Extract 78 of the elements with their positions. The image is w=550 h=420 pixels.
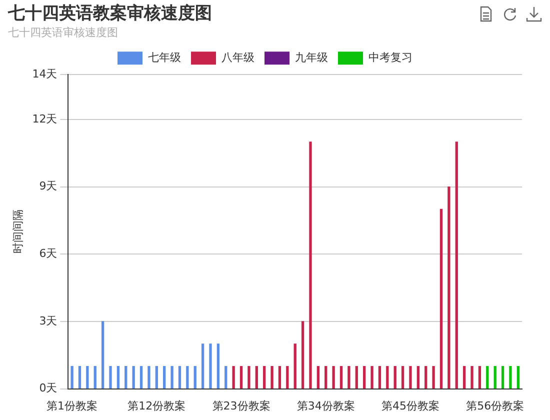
y-tick-label: 3天 — [39, 314, 58, 328]
bar — [478, 366, 482, 389]
bar — [370, 366, 374, 389]
bar — [209, 344, 212, 389]
legend-label: 七年级 — [148, 50, 181, 64]
y-axis-title: 时间间隔 — [11, 210, 24, 254]
legend-label: 八年级 — [222, 50, 254, 64]
bar — [340, 366, 343, 389]
bar — [224, 366, 228, 389]
bar — [416, 366, 420, 389]
y-tick-label: 14天 — [32, 67, 58, 80]
bar — [494, 366, 496, 389]
bar — [116, 366, 120, 389]
bar — [140, 366, 143, 389]
y-tick-label: 12天 — [32, 112, 58, 126]
bar — [278, 366, 282, 389]
bar — [301, 321, 304, 389]
bar — [348, 366, 350, 389]
bar — [240, 366, 243, 389]
bar — [155, 366, 158, 389]
bar — [255, 366, 258, 389]
legend-label: 九年级 — [295, 50, 328, 64]
bar — [448, 186, 450, 389]
bar — [78, 366, 82, 389]
x-tick-label: 第1份教案 — [46, 399, 98, 412]
bar — [424, 366, 428, 389]
chart-subtitle: 七十四英语审核速度图 — [8, 26, 118, 39]
bar — [378, 366, 382, 389]
bar — [163, 366, 166, 389]
bar — [201, 344, 204, 389]
bar — [94, 366, 96, 389]
x-tick-label: 第12份教案 — [128, 399, 186, 412]
x-tick-label: 第56份教案 — [466, 399, 524, 412]
bar — [394, 366, 396, 389]
bar — [509, 366, 512, 389]
chart-title: 七十四英语教案审核速度图 — [7, 2, 212, 24]
bar — [332, 366, 335, 389]
bar — [270, 366, 274, 389]
bar — [516, 366, 520, 389]
bar — [124, 366, 128, 389]
bar — [362, 366, 366, 389]
bar — [70, 366, 74, 389]
bar — [101, 321, 104, 389]
bar — [216, 344, 220, 389]
bar — [263, 366, 266, 389]
bar — [486, 366, 489, 389]
bar — [455, 142, 458, 389]
y-tick-label: 9天 — [39, 180, 58, 193]
bar — [309, 142, 312, 389]
x-tick-label: 第45份教案 — [381, 399, 440, 412]
bar — [324, 366, 328, 389]
legend-label: 中考复习 — [368, 50, 412, 64]
bar — [248, 366, 250, 389]
bar — [132, 366, 135, 389]
bar — [355, 366, 358, 389]
bar — [470, 366, 474, 389]
y-tick-label: 6天 — [39, 247, 58, 260]
bar — [409, 366, 412, 389]
bar — [462, 366, 466, 389]
bar — [286, 366, 289, 389]
x-tick-label: 第23份教案 — [212, 399, 270, 412]
bar — [109, 366, 112, 389]
bar — [401, 366, 404, 389]
bar — [186, 366, 189, 389]
bar — [178, 366, 182, 389]
bar — [194, 366, 196, 389]
bar — [432, 366, 435, 389]
bar — [86, 366, 89, 389]
bar — [386, 366, 389, 389]
bar — [294, 344, 296, 389]
bar — [501, 366, 504, 389]
bar — [170, 366, 174, 389]
bar — [148, 366, 150, 389]
bar — [232, 366, 235, 389]
bar — [440, 208, 443, 389]
y-tick-label: 0天 — [39, 382, 58, 395]
x-tick-label: 第34份教案 — [296, 399, 355, 412]
bar — [316, 366, 320, 389]
